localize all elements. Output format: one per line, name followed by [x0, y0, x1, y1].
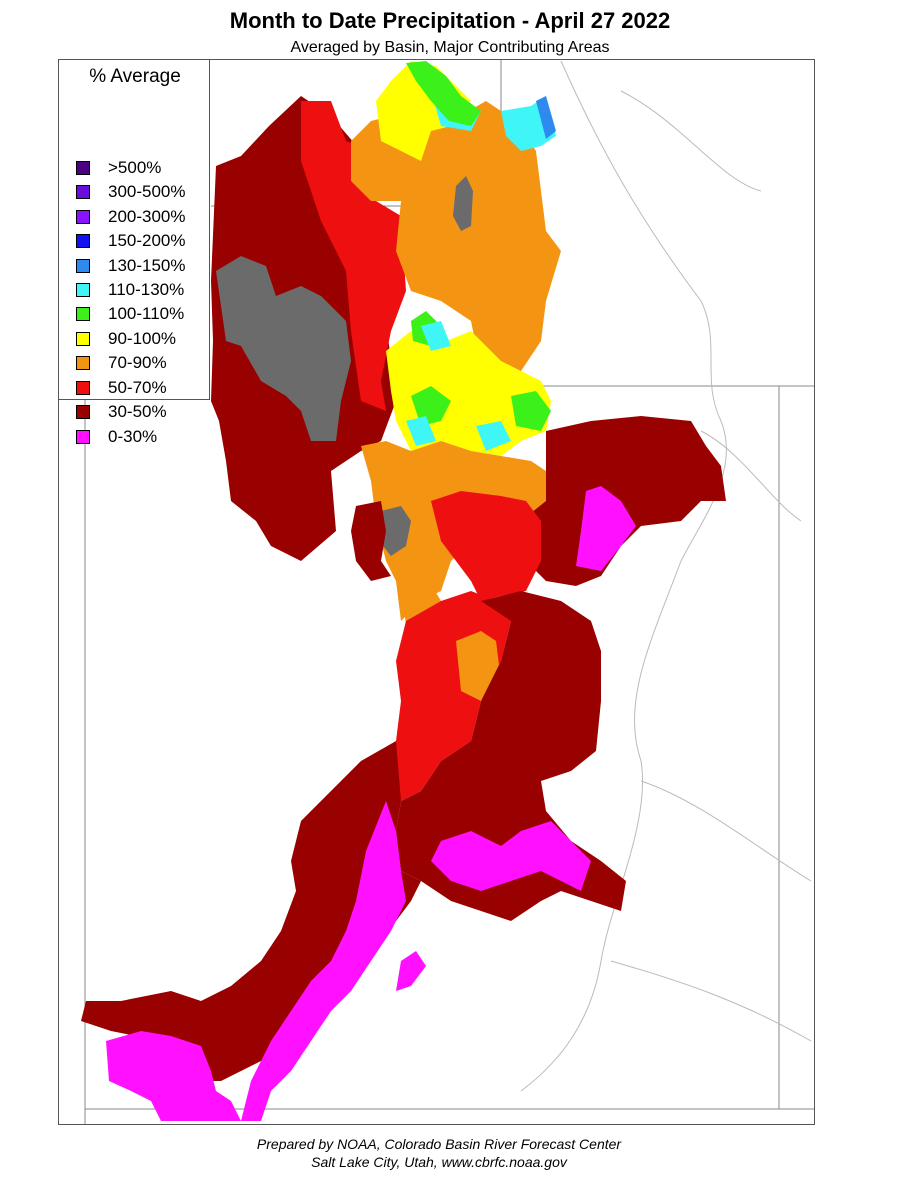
- basin-regions: [81, 61, 726, 1121]
- region-0-30-south: [431, 821, 591, 891]
- legend: % Average >500% 300-500% 200-300% 150-20…: [58, 59, 210, 446]
- legend-swatch: [76, 332, 90, 346]
- legend-label: 130-150%: [108, 256, 186, 275]
- region-0-30-uinta: [576, 486, 636, 571]
- legend-swatch: [76, 356, 90, 370]
- legend-item: >500%: [76, 157, 161, 179]
- map-subtitle: Averaged by Basin, Major Contributing Ar…: [290, 39, 610, 56]
- map-svg: [81, 60, 814, 1124]
- legend-label: 100-110%: [108, 304, 185, 323]
- legend-item: 30-50%: [76, 401, 167, 423]
- legend-swatch: [76, 259, 90, 273]
- legend-swatch: [76, 381, 90, 395]
- legend-item: 90-100%: [76, 328, 176, 350]
- lake-great-salt: [216, 256, 351, 441]
- region-100-110-east: [511, 391, 551, 431]
- region-0-30-southeast-tip: [396, 951, 426, 991]
- legend-label: 70-90%: [108, 353, 167, 372]
- legend-swatch: [76, 283, 90, 297]
- legend-item: 200-300%: [76, 206, 186, 228]
- lake-bear: [453, 176, 473, 231]
- legend-label: 150-200%: [108, 231, 186, 250]
- region-50-70-north: [301, 101, 406, 411]
- region-50-70-central: [431, 491, 541, 601]
- legend-label: 0-30%: [108, 427, 158, 446]
- river-line: [640, 780, 812, 882]
- legend-swatch: [76, 185, 90, 199]
- region-100-110-central: [411, 386, 451, 426]
- river-line: [700, 430, 802, 522]
- region-30-50-westcentral: [351, 501, 391, 581]
- legend-item: 130-150%: [76, 255, 186, 277]
- legend-item: 50-70%: [76, 377, 167, 399]
- footer-credit: Prepared by NOAA, Colorado Basin River F…: [256, 1136, 622, 1152]
- river-line: [620, 90, 762, 192]
- footer-location: Salt Lake City, Utah, www.cbrfc.noaa.gov: [311, 1154, 567, 1170]
- legend-label: 110-130%: [108, 280, 185, 299]
- legend-label: 90-100%: [108, 329, 177, 348]
- legend-item: 0-30%: [76, 426, 157, 448]
- region-130-150-northeast: [536, 96, 556, 139]
- legend-label: >500%: [108, 158, 162, 177]
- legend-item: 150-200%: [76, 230, 186, 252]
- legend-swatch: [76, 430, 90, 444]
- legend-swatch: [76, 307, 90, 321]
- river-line: [610, 960, 812, 1042]
- legend-item: 70-90%: [76, 352, 167, 374]
- region-0-30-far-southwest: [106, 1031, 241, 1121]
- legend-item: 110-130%: [76, 279, 184, 301]
- region-0-30-southwest-strip: [241, 801, 406, 1121]
- region-100-110-north: [406, 61, 481, 126]
- colorado-river-line: [520, 560, 682, 1092]
- legend-swatch: [76, 405, 90, 419]
- region-70-90-north: [351, 101, 561, 381]
- region-110-130-wasatch: [421, 321, 451, 351]
- region-30-50-uinta: [521, 416, 726, 586]
- region-110-130-central-2: [476, 421, 511, 451]
- legend-label: 200-300%: [108, 207, 186, 226]
- legend-item: 300-500%: [76, 181, 186, 203]
- legend-swatch: [76, 161, 90, 175]
- map-title: Month to Date Precipitation - April 27 2…: [229, 8, 671, 33]
- legend-swatch: [76, 210, 90, 224]
- lake-utah: [379, 506, 411, 556]
- region-110-130-central: [406, 416, 436, 446]
- legend-title: % Average: [89, 66, 181, 87]
- legend-label: 300-500%: [108, 182, 186, 201]
- legend-label: 50-70%: [108, 378, 167, 397]
- legend-swatch: [76, 234, 90, 248]
- legend-label: 30-50%: [108, 402, 167, 421]
- legend-item: 100-110%: [76, 303, 184, 325]
- precipitation-map: [58, 59, 815, 1125]
